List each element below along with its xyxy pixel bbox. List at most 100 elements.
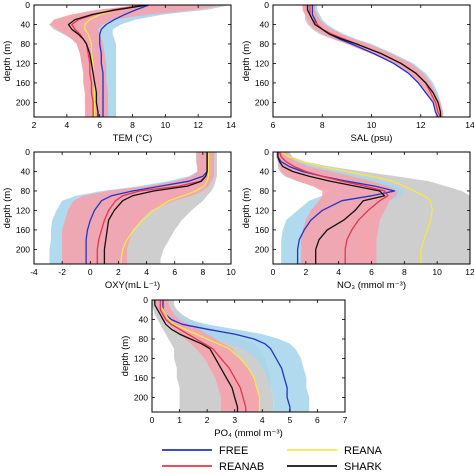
legend-label-reanab: REANAB <box>219 461 264 473</box>
y-axis-label-sal: depth (m) <box>241 41 252 82</box>
x-axis-label-oxy: OXY(mL L⁻¹) <box>105 280 160 291</box>
x-tick-label-po4: 2 <box>205 415 210 425</box>
y-tick-label-sal: 0 <box>264 0 269 10</box>
x-tick-label-no3: 6 <box>369 267 374 277</box>
line-reana-tem <box>84 5 141 117</box>
line-free-tem <box>99 5 150 117</box>
x-tick-label-tem: 8 <box>130 120 135 130</box>
y-tick-label-no3: 160 <box>255 225 269 235</box>
y-tick-label-no3: 120 <box>255 205 269 215</box>
y-tick-label-po4: 160 <box>134 373 148 383</box>
y-tick-label-oxy: 0 <box>25 147 30 157</box>
band-free-sal <box>305 5 443 117</box>
line-reana-no3 <box>280 152 433 264</box>
y-tick-label-po4: 200 <box>134 392 148 402</box>
panel-sal: 6 8 10 12 14 0 40 80 120 160 200 SAL (psu) depth (m) <box>241 0 474 144</box>
x-tick-label-no3: 8 <box>402 267 407 277</box>
x-tick-label-sal: 10 <box>367 120 377 130</box>
x-tick-label-no3: 4 <box>336 267 341 277</box>
axes-frame-sal <box>272 4 471 118</box>
line-shark-tem <box>67 5 148 117</box>
y-tick-label-tem: 0 <box>25 0 30 10</box>
x-tick-label-oxy: 8 <box>200 267 205 277</box>
x-tick-label-po4: 7 <box>343 415 348 425</box>
y-tick-label-sal: 160 <box>255 78 269 88</box>
band-free-tem <box>75 5 228 117</box>
axes-frame-oxy <box>33 151 232 265</box>
x-tick-label-sal: 8 <box>320 120 325 130</box>
x-tick-label-oxy: -4 <box>30 267 38 277</box>
x-tick-label-oxy: 4 <box>144 267 149 277</box>
x-tick-label-oxy: 6 <box>172 267 177 277</box>
x-axis-label-sal: SAL (psu) <box>351 133 393 144</box>
y-tick-label-po4: 80 <box>139 334 149 344</box>
x-tick-label-sal: 6 <box>271 120 276 130</box>
axes-frame-po4 <box>151 299 346 413</box>
y-tick-label-sal: 120 <box>255 58 269 68</box>
y-tick-label-po4: 120 <box>134 353 148 363</box>
line-reanab-sal <box>309 5 442 117</box>
x-axis-label-po4: PO₄ (mmol m⁻³) <box>214 428 283 439</box>
x-axis-label-tem: TEM (°C) <box>113 133 153 144</box>
y-tick-label-po4: 40 <box>139 314 149 324</box>
x-tick-label-oxy: 2 <box>116 267 121 277</box>
y-tick-label-tem: 120 <box>16 58 30 68</box>
x-tick-label-tem: 4 <box>64 120 69 130</box>
legend-label-reana: REANA <box>344 445 383 457</box>
band-reanab-no3 <box>276 152 398 264</box>
y-tick-label-tem: 80 <box>21 39 31 49</box>
panel-oxy: -4 -2 0 2 4 6 8 10 0 40 80 120 160 200 OXY(mL L⁻¹) dept… <box>2 147 236 291</box>
x-tick-label-po4: 0 <box>150 415 155 425</box>
y-axis-label-po4: depth (m) <box>120 336 131 377</box>
x-tick-label-no3: 2 <box>303 267 308 277</box>
x-tick-label-oxy: 0 <box>88 267 93 277</box>
y-tick-label-sal: 80 <box>260 39 270 49</box>
x-tick-label-sal: 12 <box>416 120 426 130</box>
x-tick-label-no3: 0 <box>271 267 276 277</box>
y-tick-label-sal: 40 <box>260 19 270 29</box>
plot-area-po4 <box>152 300 310 412</box>
x-tick-label-sal: 14 <box>465 120 474 130</box>
y-axis-label-no3: depth (m) <box>241 188 252 229</box>
x-tick-label-tem: 14 <box>226 120 236 130</box>
y-axis-label-oxy: depth (m) <box>2 188 13 229</box>
x-tick-label-po4: 1 <box>177 415 182 425</box>
x-tick-label-tem: 6 <box>97 120 102 130</box>
y-tick-label-oxy: 80 <box>21 186 31 196</box>
plot-area-no3 <box>276 152 470 264</box>
x-tick-label-po4: 4 <box>260 415 265 425</box>
y-tick-label-no3: 200 <box>255 244 269 254</box>
x-tick-label-tem: 10 <box>161 120 171 130</box>
y-tick-label-no3: 80 <box>260 186 270 196</box>
line-reanab-no3 <box>278 152 389 264</box>
x-tick-label-po4: 3 <box>232 415 237 425</box>
line-reana-po4 <box>159 300 261 412</box>
x-tick-label-oxy: 10 <box>226 267 236 277</box>
legend: FREE REANA REANAB SHARK <box>162 445 383 473</box>
line-reana-sal <box>309 5 442 117</box>
line-reanab-po4 <box>159 300 247 412</box>
y-tick-label-oxy: 160 <box>16 225 30 235</box>
y-tick-label-oxy: 40 <box>21 166 31 176</box>
line-shark-po4 <box>154 300 239 412</box>
line-shark-sal <box>306 5 442 117</box>
line-shark-oxy <box>103 152 208 264</box>
y-axis-label-tem: depth (m) <box>2 41 13 82</box>
x-tick-label-tem: 2 <box>32 120 37 130</box>
y-tick-label-tem: 200 <box>16 97 30 107</box>
plot-area-sal <box>302 5 443 117</box>
legend-label-shark: SHARK <box>344 461 383 473</box>
band-reanab-tem <box>50 5 223 117</box>
y-tick-label-oxy: 200 <box>16 244 30 254</box>
y-tick-label-po4: 0 <box>143 295 148 305</box>
legend-label-free: FREE <box>219 445 248 457</box>
y-tick-label-sal: 200 <box>255 97 269 107</box>
plot-area-oxy <box>49 152 217 264</box>
y-tick-label-no3: 40 <box>260 166 270 176</box>
x-tick-label-no3: 12 <box>465 267 474 277</box>
panel-tem: 2 4 6 8 10 12 14 0 40 80 120 160 200 TEM (°C) depth (m… <box>2 0 236 144</box>
y-tick-label-oxy: 120 <box>16 205 30 215</box>
x-tick-label-no3: 10 <box>432 267 442 277</box>
